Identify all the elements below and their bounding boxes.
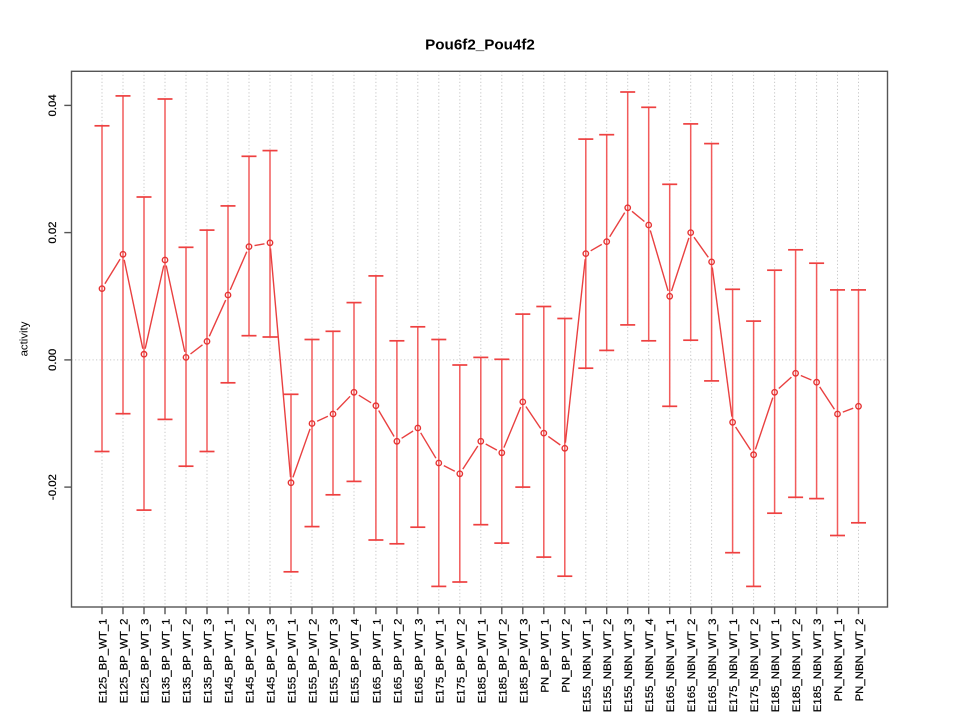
svg-text:E135_BP_WT_1: E135_BP_WT_1 (161, 619, 173, 704)
svg-text:PN_NBN_WT_2: PN_NBN_WT_2 (854, 619, 866, 702)
svg-text:E185_BP_WT_2: E185_BP_WT_2 (497, 619, 509, 704)
svg-text:E175_NBN_WT_2: E175_NBN_WT_2 (749, 619, 761, 713)
svg-text:E135_BP_WT_3: E135_BP_WT_3 (203, 619, 215, 704)
svg-text:E165_NBN_WT_3: E165_NBN_WT_3 (707, 619, 719, 713)
svg-text:E155_BP_WT_1: E155_BP_WT_1 (287, 619, 299, 704)
svg-text:PN_BP_WT_1: PN_BP_WT_1 (539, 619, 551, 693)
svg-text:E165_BP_WT_3: E165_BP_WT_3 (413, 619, 425, 704)
svg-text:E185_NBN_WT_3: E185_NBN_WT_3 (812, 619, 824, 713)
svg-text:E185_BP_WT_3: E185_BP_WT_3 (518, 619, 530, 704)
svg-text:E155_NBN_WT_4: E155_NBN_WT_4 (644, 619, 656, 713)
svg-text:PN_NBN_WT_1: PN_NBN_WT_1 (833, 619, 845, 702)
svg-text:E175_NBN_WT_1: E175_NBN_WT_1 (728, 619, 740, 713)
svg-text:E175_BP_WT_1: E175_BP_WT_1 (434, 619, 446, 704)
svg-text:PN_BP_WT_2: PN_BP_WT_2 (560, 619, 572, 693)
svg-text:E155_BP_WT_4: E155_BP_WT_4 (350, 619, 362, 704)
svg-text:E125_BP_WT_2: E125_BP_WT_2 (119, 619, 131, 704)
svg-text:0.02: 0.02 (47, 222, 59, 244)
svg-text:E155_NBN_WT_3: E155_NBN_WT_3 (623, 619, 635, 713)
svg-text:E165_BP_WT_1: E165_BP_WT_1 (371, 619, 383, 704)
svg-text:0.00: 0.00 (47, 349, 59, 371)
svg-text:E155_BP_WT_2: E155_BP_WT_2 (308, 619, 320, 704)
svg-text:E165_BP_WT_2: E165_BP_WT_2 (392, 619, 404, 704)
svg-text:E165_NBN_WT_2: E165_NBN_WT_2 (686, 619, 698, 713)
svg-text:0.04: 0.04 (47, 94, 59, 116)
svg-text:-0.02: -0.02 (47, 474, 59, 500)
svg-text:E145_BP_WT_2: E145_BP_WT_2 (245, 619, 257, 704)
svg-text:E155_NBN_WT_2: E155_NBN_WT_2 (602, 619, 614, 713)
svg-text:E135_BP_WT_2: E135_BP_WT_2 (182, 619, 194, 704)
svg-text:E155_BP_WT_3: E155_BP_WT_3 (329, 619, 341, 704)
svg-text:E185_NBN_WT_2: E185_NBN_WT_2 (791, 619, 803, 713)
svg-text:E125_BP_WT_1: E125_BP_WT_1 (98, 619, 110, 704)
svg-text:E125_BP_WT_3: E125_BP_WT_3 (140, 619, 152, 704)
svg-text:activity: activity (19, 321, 31, 356)
svg-text:E165_NBN_WT_1: E165_NBN_WT_1 (665, 619, 677, 713)
svg-text:E185_BP_WT_1: E185_BP_WT_1 (476, 619, 488, 704)
svg-text:E145_BP_WT_3: E145_BP_WT_3 (266, 619, 278, 704)
svg-text:E145_BP_WT_1: E145_BP_WT_1 (224, 619, 236, 704)
svg-text:E155_NBN_WT_1: E155_NBN_WT_1 (581, 619, 593, 713)
svg-text:Pou6f2_Pou4f2: Pou6f2_Pou4f2 (425, 37, 535, 54)
svg-text:E175_BP_WT_2: E175_BP_WT_2 (455, 619, 467, 704)
svg-text:E185_NBN_WT_1: E185_NBN_WT_1 (770, 619, 782, 713)
